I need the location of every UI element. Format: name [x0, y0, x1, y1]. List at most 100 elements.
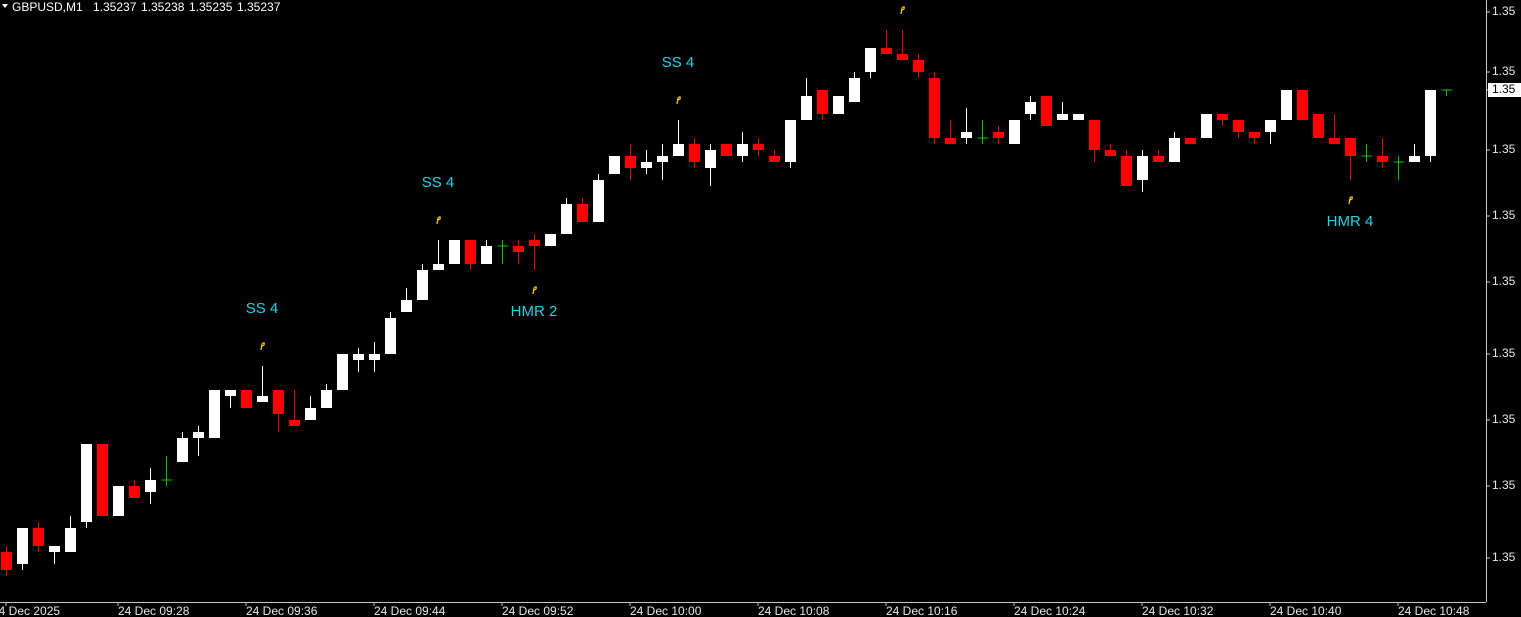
candle-body — [849, 78, 860, 102]
candle-body — [1297, 90, 1308, 120]
candle-body — [657, 156, 668, 162]
candle-body — [961, 132, 972, 138]
candle-body — [1329, 138, 1340, 144]
candle-body — [49, 546, 60, 552]
x-tick-label: 24 Dec 09:44 — [374, 604, 446, 617]
candle-body — [1025, 102, 1036, 114]
candle-body — [209, 390, 220, 438]
candle-body — [1201, 114, 1212, 138]
candle-body — [1185, 138, 1196, 144]
x-tick-label: 24 Dec 09:28 — [118, 604, 190, 617]
quote-low: 1.35235 — [189, 0, 233, 14]
candle-body — [17, 528, 28, 564]
signal-label: HMR 2 — [511, 303, 558, 320]
candle-body — [561, 204, 572, 234]
candle-body — [465, 240, 476, 264]
x-tick-label: 24 Dec 10:48 — [1398, 604, 1470, 617]
candle-body — [1169, 138, 1180, 162]
x-tick-label: 24 Dec 09:36 — [246, 604, 318, 617]
symbol: GBPUSD,M1 — [12, 0, 83, 14]
signal-label: SS 4 — [422, 174, 455, 191]
candle-body — [1409, 156, 1420, 162]
candle-body — [1121, 156, 1132, 186]
candle-body — [1137, 156, 1148, 180]
candle-body — [449, 240, 460, 264]
x-tick-label: 24 Dec 10:40 — [1270, 604, 1342, 617]
candle-body — [145, 480, 156, 492]
x-tick-label: 24 Dec 10:00 — [630, 604, 702, 617]
candle-body — [945, 138, 956, 144]
candle-body — [529, 240, 540, 246]
x-tick-label: 24 Dec 09:52 — [502, 604, 574, 617]
candle-body — [913, 60, 924, 72]
candle-body — [1281, 90, 1292, 120]
candle-body — [257, 396, 268, 402]
candle-body — [273, 390, 284, 414]
signal-marker — [532, 286, 537, 295]
candle-body — [417, 270, 428, 300]
candle-body — [1105, 150, 1116, 156]
candle-body — [369, 354, 380, 360]
candle-body — [33, 528, 44, 546]
x-tick-label: 24 Dec 10:32 — [1142, 604, 1214, 617]
candle-body — [1009, 120, 1020, 144]
y-tick-label: 1.35 — [1492, 208, 1516, 222]
candle-body — [193, 432, 204, 438]
y-tick-label: 1.35 — [1492, 346, 1516, 360]
candle-body — [673, 144, 684, 156]
header-triangle — [2, 4, 8, 8]
candle-body — [769, 156, 780, 162]
candle-body — [641, 162, 652, 168]
candle-body — [1217, 114, 1228, 120]
candle-body — [1089, 120, 1100, 150]
candle-body — [689, 144, 700, 162]
candle-body — [433, 264, 444, 270]
candle-body — [353, 354, 364, 360]
candle-body — [833, 96, 844, 114]
candle-body — [881, 48, 892, 54]
candle-body — [1345, 138, 1356, 156]
y-tick-label: 1.35 — [1492, 142, 1516, 156]
quote-close: 1.35237 — [237, 0, 281, 14]
candle-body — [225, 390, 236, 396]
candle-body — [81, 444, 92, 522]
candle-body — [1265, 120, 1276, 132]
y-tick-label: 1.35 — [1492, 550, 1516, 564]
signal-label: SS 4 — [662, 54, 695, 71]
y-tick-label: 1.35 — [1492, 478, 1516, 492]
signal-marker — [260, 342, 265, 351]
candle-body — [1249, 132, 1260, 138]
x-tick-label: 24 Dec 2025 — [0, 604, 60, 617]
signal-marker — [1348, 196, 1353, 205]
candle-body — [897, 54, 908, 60]
candle-body — [1153, 156, 1164, 162]
candle-body — [129, 486, 140, 498]
candle-body — [481, 246, 492, 264]
signal-marker — [676, 96, 681, 105]
x-tick-label: 24 Dec 10:24 — [1014, 604, 1086, 617]
candle-body — [737, 144, 748, 156]
candle-body — [385, 318, 396, 354]
candle-body — [785, 120, 796, 162]
x-tick-label: 24 Dec 10:08 — [758, 604, 830, 617]
candle-body — [321, 390, 332, 408]
candle-body — [1057, 114, 1068, 120]
candle-body — [65, 528, 76, 552]
candle-body — [625, 156, 636, 168]
candle-body — [1425, 90, 1436, 156]
x-tick-label: 24 Dec 10:16 — [886, 604, 958, 617]
candle-body — [177, 438, 188, 462]
quote-high: 1.35238 — [141, 0, 185, 14]
current-price-box — [1488, 83, 1521, 97]
candle-body — [1233, 120, 1244, 132]
candle-body — [993, 132, 1004, 138]
candle-body — [721, 144, 732, 156]
candle-body — [801, 96, 812, 120]
signal-marker — [436, 216, 441, 225]
signal-label: HMR 4 — [1327, 213, 1374, 230]
candle-body — [337, 354, 348, 390]
candle-body — [1041, 96, 1052, 126]
candle-body — [289, 420, 300, 426]
